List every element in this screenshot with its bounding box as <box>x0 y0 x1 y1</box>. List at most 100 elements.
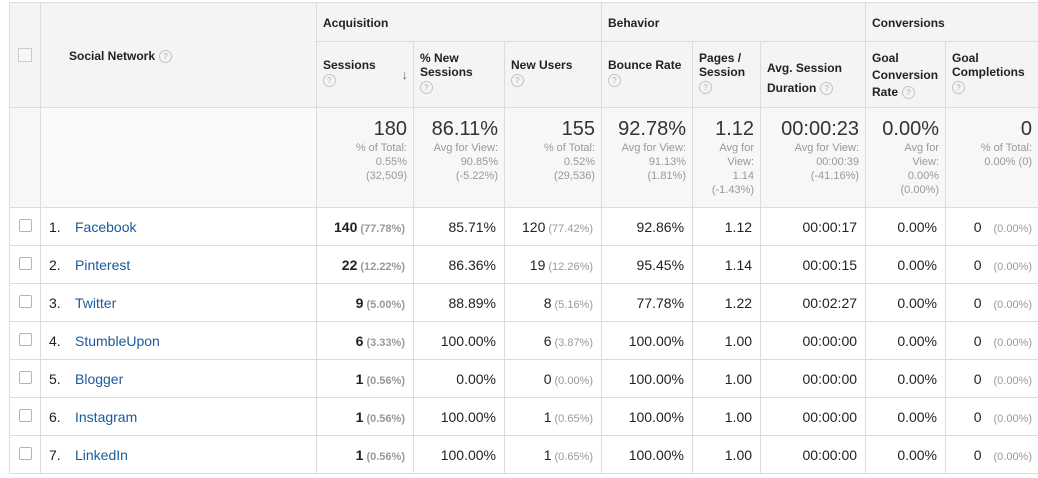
sessions-header-label: Sessions <box>323 58 376 72</box>
help-icon[interactable]: ? <box>699 81 713 94</box>
totals-sessions: 180% of Total: 0.55% (32,509) <box>316 107 414 208</box>
new-users-percent: (12.26%) <box>548 260 594 273</box>
table-row: 5. Blogger 1 (0.56%) 0.00% 0 (0.00%) 100.00… <box>9 359 1038 398</box>
bounce-rate-value: 100.00% <box>601 359 694 398</box>
totals-pct-new-sessions: 86.11% Avg for View: 90.85% (-5.22%) <box>413 107 505 208</box>
sessions-percent: (0.56%) <box>366 412 405 425</box>
row-checkbox[interactable] <box>18 370 32 384</box>
goal-completions-header[interactable]: Goal Completions? <box>945 41 1038 108</box>
new-users-value: 6 <box>543 332 552 349</box>
table-row: 3. Twitter 9 (5.00%) 88.89% 8 (5.16%) 77.78… <box>9 283 1038 322</box>
goal-conversion-rate-value: 0.00% <box>865 207 947 246</box>
bounce-rate-value: 92.86% <box>601 207 694 246</box>
social-network-link[interactable]: Instagram <box>75 408 138 425</box>
goal-conversion-rate-header[interactable]: Goal Conversion Rate? <box>865 41 947 108</box>
table-row: 6. Instagram 1 (0.56%) 100.00% 1 (0.65%) 10… <box>9 397 1038 436</box>
goal-completions-value: 0 <box>973 370 982 387</box>
social-network-header[interactable]: Social Network? <box>40 2 317 108</box>
pct-new-sessions-value: 88.89% <box>413 283 505 322</box>
social-network-link[interactable]: StumbleUpon <box>75 332 160 349</box>
sessions-value: 1 <box>355 446 364 463</box>
help-icon[interactable]: ? <box>902 86 916 100</box>
help-icon[interactable]: ? <box>608 74 622 87</box>
new-users-value: 1 <box>543 408 552 425</box>
pct-new-sessions-header-label: % New Sessions <box>420 51 473 79</box>
help-icon[interactable]: ? <box>511 74 524 87</box>
pct-new-sessions-value: 0.00% <box>413 359 505 398</box>
goal-conversion-rate-value: 0.00% <box>865 397 947 436</box>
behavior-group-header: Behavior <box>601 2 867 42</box>
row-index: 6. <box>49 408 61 425</box>
social-network-link[interactable]: LinkedIn <box>75 446 128 463</box>
pages-session-value: 1.22 <box>692 283 762 322</box>
row-index: 5. <box>49 370 61 387</box>
row-checkbox[interactable] <box>18 218 32 232</box>
table-row: 4. StumbleUpon 6 (3.33%) 100.00% 6 (3.87%) … <box>9 321 1038 360</box>
goal-completions-percent: (0.00%) <box>993 260 1033 273</box>
goal-completions-value: 0 <box>973 332 982 349</box>
help-icon[interactable]: ? <box>159 50 173 64</box>
new-users-percent: (5.16%) <box>554 298 594 311</box>
table-row: 7. LinkedIn 1 (0.56%) 100.00% 1 (0.65%) 100… <box>9 435 1038 474</box>
new-users-value: 1 <box>543 446 552 463</box>
goal-conversion-rate-value: 0.00% <box>865 359 947 398</box>
sessions-value: 9 <box>355 294 364 311</box>
help-icon[interactable]: ? <box>820 82 834 96</box>
goal-conversion-rate-header-label: Goal Conversion Rate <box>872 51 939 99</box>
new-users-percent: (0.00%) <box>554 374 594 387</box>
bounce-rate-value: 77.78% <box>601 283 694 322</box>
sessions-percent: (77.78%) <box>360 222 405 235</box>
conversions-group-header: Conversions <box>865 2 1038 42</box>
avg-session-duration-value: 00:00:00 <box>760 397 867 436</box>
avg-session-duration-value: 00:00:00 <box>760 321 867 360</box>
help-icon[interactable]: ? <box>323 74 336 87</box>
row-checkbox[interactable] <box>18 446 32 460</box>
social-network-link[interactable]: Pinterest <box>75 256 131 273</box>
pages-session-header[interactable]: Pages / Session? <box>692 41 762 108</box>
row-checkbox[interactable] <box>18 332 32 346</box>
row-checkbox[interactable] <box>18 408 32 422</box>
avg-session-duration-value: 00:02:27 <box>760 283 867 322</box>
bounce-rate-value: 100.00% <box>601 321 694 360</box>
acquisition-label: Acquisition <box>323 16 389 30</box>
bounce-rate-header[interactable]: Bounce Rate? <box>601 41 694 108</box>
row-checkbox[interactable] <box>18 256 32 270</box>
bounce-rate-header-label: Bounce Rate <box>608 58 682 72</box>
goal-completions-value: 0 <box>973 256 982 273</box>
new-users-percent: (0.65%) <box>554 450 594 463</box>
pages-session-value: 1.14 <box>692 245 762 284</box>
pct-new-sessions-header[interactable]: % New Sessions? <box>413 41 505 108</box>
social-network-link[interactable]: Blogger <box>75 370 124 387</box>
sessions-header[interactable]: Sessions? ↓ <box>316 41 414 108</box>
sessions-value: 22 <box>341 256 358 273</box>
sessions-percent: (0.56%) <box>366 374 405 387</box>
totals-pages-session: 1.12 Avg for View: 1.14 (-1.43%) <box>692 107 762 208</box>
select-all-checkbox[interactable] <box>18 48 32 62</box>
new-users-percent: (77.42%) <box>548 222 594 235</box>
totals-bounce-rate: 92.78% Avg for View: 91.13% (1.81%) <box>601 107 694 208</box>
avg-session-duration-header-label: Avg. Session Duration <box>767 61 842 95</box>
new-users-header[interactable]: New Users? <box>503 41 603 108</box>
social-network-link[interactable]: Facebook <box>75 218 137 235</box>
goal-completions-value: 0 <box>973 408 982 425</box>
social-network-link[interactable]: Twitter <box>75 294 117 311</box>
help-icon[interactable]: ? <box>952 81 966 94</box>
social-network-header-label: Social Network <box>69 49 156 63</box>
avg-session-duration-value: 00:00:00 <box>760 359 867 398</box>
row-checkbox[interactable] <box>18 294 32 308</box>
goal-conversion-rate-value: 0.00% <box>865 321 947 360</box>
sessions-percent: (0.56%) <box>366 450 405 463</box>
avg-session-duration-header[interactable]: Avg. Session Duration? <box>760 41 867 108</box>
pct-new-sessions-value: 100.00% <box>413 321 505 360</box>
pages-session-value: 1.00 <box>692 321 762 360</box>
totals-row: 180% of Total: 0.55% (32,509) 86.11% Avg fo… <box>9 107 1038 208</box>
totals-goal-conversion-rate: 0.00% Avg for View: 0.00% (0.00%) <box>865 107 947 208</box>
help-icon[interactable]: ? <box>420 81 433 94</box>
bounce-rate-value: 95.45% <box>601 245 694 284</box>
sessions-value: 140 <box>334 218 358 235</box>
pages-session-value: 1.00 <box>692 397 762 436</box>
avg-session-duration-value: 00:00:17 <box>760 207 867 246</box>
acquisition-group-header: Acquisition <box>315 2 603 42</box>
sort-descending-arrow-icon[interactable]: ↓ <box>401 67 409 82</box>
new-users-header-label: New Users <box>511 58 573 72</box>
